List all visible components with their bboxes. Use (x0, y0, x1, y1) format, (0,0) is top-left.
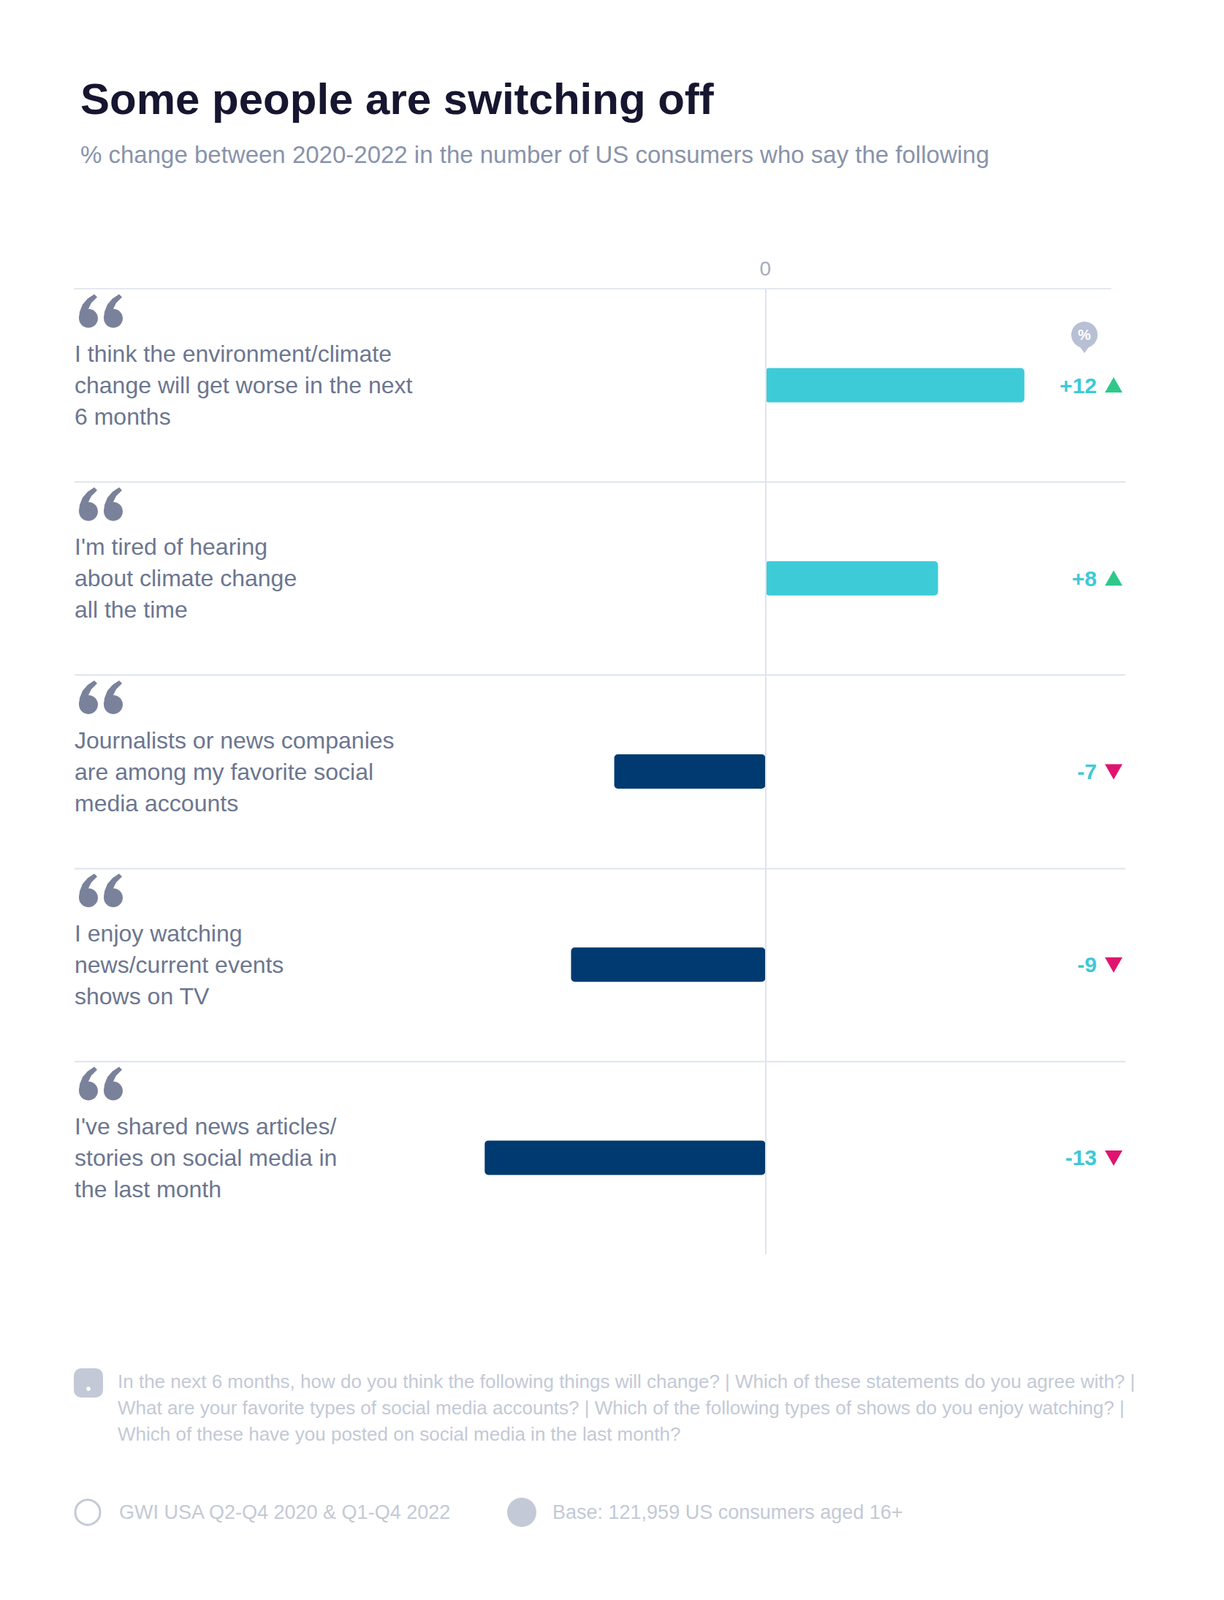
svg-text:-7: -7 (1077, 759, 1097, 784)
svg-text:Some people are switching off: Some people are switching off (80, 74, 715, 124)
svg-text:-13: -13 (1065, 1145, 1097, 1170)
svg-text:-9: -9 (1077, 952, 1097, 977)
svg-text:What are your favorite types o: What are your favorite types of social m… (117, 1396, 1130, 1419)
svg-text:all the time: all the time (74, 596, 188, 623)
svg-text:GWI USA Q2-Q4 2020 & Q1-Q4 202: GWI USA Q2-Q4 2020 & Q1-Q4 2022 (119, 1500, 451, 1523)
svg-text:news/current events: news/current events (74, 951, 284, 978)
svg-text:6 months: 6 months (74, 403, 171, 430)
svg-text:I'm tired of hearing: I'm tired of hearing (74, 533, 268, 560)
svg-text:Which of these have you posted: Which of these have you posted on social… (117, 1422, 681, 1445)
svg-text:the last month: the last month (74, 1175, 222, 1203)
svg-text:In the next 6 months, how do y: In the next 6 months, how do you think t… (117, 1370, 1141, 1393)
svg-text:are among my favorite social: are among my favorite social (74, 758, 374, 785)
svg-text:stories on social media in: stories on social media in (74, 1144, 337, 1171)
svg-text:+12: +12 (1059, 373, 1097, 398)
svg-text:+8: +8 (1072, 566, 1097, 591)
svg-text:Base: 121,959 US consumers age: Base: 121,959 US consumers aged 16+ (552, 1500, 904, 1523)
svg-text:about climate change: about climate change (74, 564, 297, 592)
svg-text:% change between 2020-2022 in: % change between 2020-2022 in the number… (80, 141, 990, 169)
svg-text:I enjoy watching: I enjoy watching (74, 920, 242, 947)
svg-text:shows on TV: shows on TV (74, 982, 210, 1010)
svg-text:%: % (1077, 326, 1092, 343)
svg-text:0: 0 (759, 257, 772, 280)
svg-text:I think the environment/climat: I think the environment/climate (74, 340, 392, 367)
svg-text:change will get worse in the n: change will get worse in the next (74, 371, 413, 399)
svg-text:Journalists or news companies: Journalists or news companies (74, 727, 395, 754)
svg-text:I've shared news articles/: I've shared news articles/ (74, 1112, 337, 1140)
svg-text:media accounts: media accounts (74, 789, 239, 817)
